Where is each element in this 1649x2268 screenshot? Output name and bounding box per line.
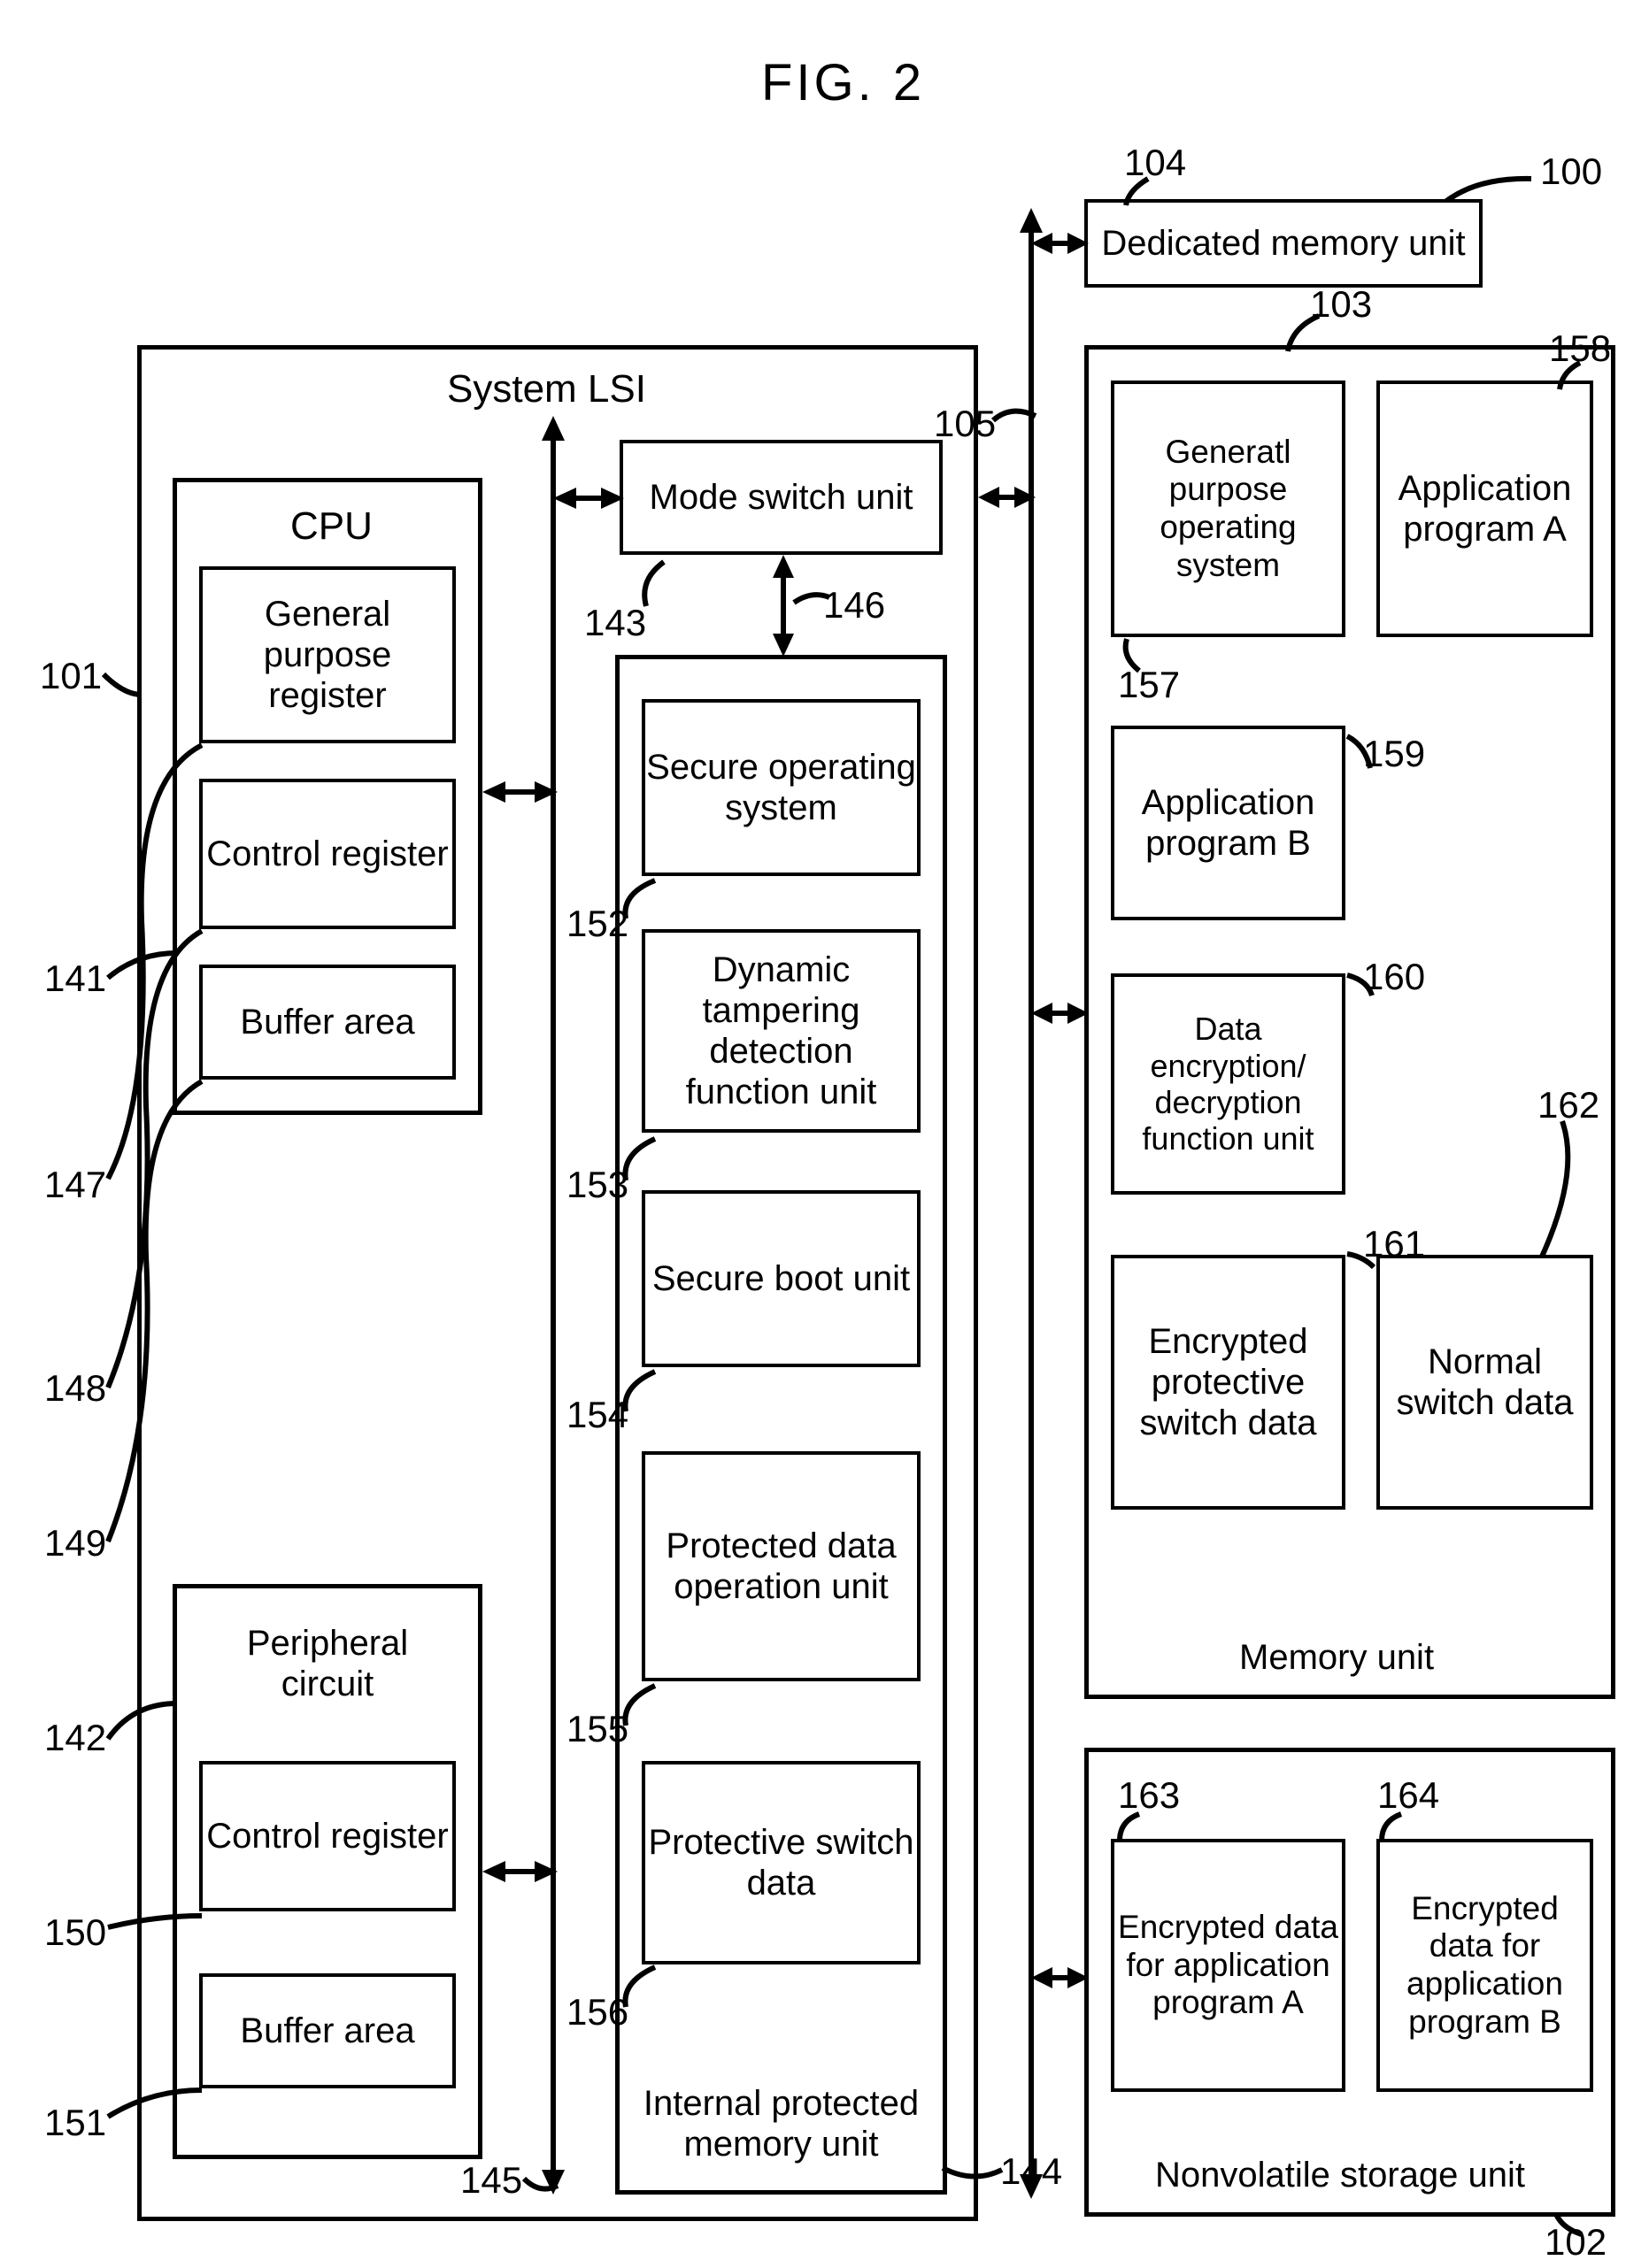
system-lsi-title: System LSI xyxy=(447,367,646,412)
mem-bus-arrow xyxy=(1031,1000,1089,1026)
ref-145-lead xyxy=(522,2168,566,2203)
ref-153-lead xyxy=(620,1134,659,1183)
ref-164: 164 xyxy=(1377,1774,1439,1817)
nv-encb-label: Encrypted data for application program B xyxy=(1380,1890,1590,2041)
ref-162-lead xyxy=(1540,1119,1584,1261)
dedicated-bus-arrow xyxy=(1031,230,1089,257)
ref-159-lead xyxy=(1345,734,1376,770)
ref-101-lead xyxy=(102,664,155,699)
memory-unit-title: Memory unit xyxy=(1239,1637,1434,1678)
ref-160-lead xyxy=(1345,973,1376,1000)
ref-146: 146 xyxy=(823,584,885,627)
ipm-tamper: Dynamic tampering detection function uni… xyxy=(642,929,921,1133)
diagram-canvas: FIG. 2 100 System LSI 101 145 141 CPU Ge… xyxy=(0,0,1649,2268)
cpu-title: CPU xyxy=(290,504,373,550)
cpu-buf-label: Buffer area xyxy=(240,1002,414,1042)
ref-105-lead xyxy=(991,403,1040,429)
mem-appa-label: Application program A xyxy=(1380,468,1590,550)
ref-142: 142 xyxy=(44,1717,106,1759)
ipm-protdata: Protected data operation unit xyxy=(642,1451,921,1681)
nv-title: Nonvolatile storage unit xyxy=(1155,2155,1525,2195)
ref-151: 151 xyxy=(44,2102,106,2144)
cpu-gpr: General purpose register xyxy=(199,566,456,743)
ref-150-lead xyxy=(106,1911,208,1938)
ref-158-lead xyxy=(1558,361,1593,392)
ipm-title-text: Internal protected memory unit xyxy=(643,2083,919,2164)
mem-enc: Data encryption/ decryption function uni… xyxy=(1111,973,1345,1195)
figure-title: FIG. 2 xyxy=(761,53,925,112)
ref-155-lead xyxy=(620,1681,659,1727)
ref-104-lead xyxy=(1124,177,1160,208)
ref-144: 144 xyxy=(1000,2150,1062,2193)
ipm-protswitch: Protective switch data xyxy=(642,1761,921,1964)
mem-gpos: Generatl purpose operating system xyxy=(1111,381,1345,637)
ipm-tamper-label: Dynamic tampering detection function uni… xyxy=(645,949,917,1112)
mem-normal: Normal switch data xyxy=(1376,1255,1593,1510)
mem-appb: Application program B xyxy=(1111,726,1345,920)
ref-105: 105 xyxy=(934,403,996,445)
periph-title: Peripheral circuit xyxy=(173,1611,482,1717)
cpu-ctrl-label: Control register xyxy=(206,834,448,874)
bus-105 xyxy=(1018,208,1044,2199)
ref-145: 145 xyxy=(460,2159,522,2202)
ref-161-lead xyxy=(1345,1252,1376,1270)
ref-151-lead xyxy=(106,2088,208,2124)
ref-102-lead xyxy=(1553,2212,1589,2239)
ref-149-lead xyxy=(106,1080,208,1544)
ref-143-lead xyxy=(637,557,673,611)
mem-enc-label: Data encryption/ decryption function uni… xyxy=(1114,1011,1342,1157)
nv-enca: Encrypted data for application program A xyxy=(1111,1839,1345,2092)
ref-156-lead xyxy=(620,1963,659,2009)
ref-147: 147 xyxy=(44,1164,106,1206)
ref-142-lead xyxy=(106,1699,181,1752)
ref-100: 100 xyxy=(1540,150,1602,193)
mem-normal-label: Normal switch data xyxy=(1380,1342,1590,1423)
ref-148: 148 xyxy=(44,1367,106,1410)
ipm-secboot: Secure boot unit xyxy=(642,1190,921,1367)
periph-ctrl-label: Control register xyxy=(206,1816,448,1857)
ipm-title: Internal protected memory unit xyxy=(615,2071,947,2177)
nv-encb: Encrypted data for application program B xyxy=(1376,1839,1593,2092)
ref-144-lead xyxy=(938,2159,1005,2186)
lsi-ext-arrow xyxy=(978,484,1036,511)
ref-101: 101 xyxy=(40,655,102,697)
ipm-secboot-label: Secure boot unit xyxy=(652,1258,910,1299)
cpu-gpr-label: General purpose register xyxy=(203,594,452,716)
nv-enca-label: Encrypted data for application program A xyxy=(1114,1909,1342,2022)
mem-appa: Application program A xyxy=(1376,381,1593,637)
ipm-secos: Secure operating system xyxy=(642,699,921,876)
mem-encprot: Encrypted protective switch data xyxy=(1111,1255,1345,1510)
ipm-protdata-label: Protected data operation unit xyxy=(645,1526,917,1607)
periph-title-text: Peripheral circuit xyxy=(247,1623,408,1704)
ref-164-lead xyxy=(1379,1812,1410,1843)
mode-switch-box: Mode switch unit xyxy=(620,440,943,555)
ref-146-lead xyxy=(792,588,832,615)
dedicated-mem-label: Dedicated memory unit xyxy=(1101,223,1465,264)
ref-152-lead xyxy=(620,876,659,920)
mem-gpos-label: Generatl purpose operating system xyxy=(1114,434,1342,584)
ref-150: 150 xyxy=(44,1911,106,1954)
ref-154-lead xyxy=(620,1367,659,1413)
ipm-secos-label: Secure operating system xyxy=(645,747,917,828)
periph-buf: Buffer area xyxy=(199,1973,456,2088)
ref-103-lead xyxy=(1283,314,1323,354)
periph-buf-label: Buffer area xyxy=(240,2010,414,2051)
mem-appb-label: Application program B xyxy=(1114,782,1342,864)
ref-141: 141 xyxy=(44,957,106,1000)
ipm-protswitch-label: Protective switch data xyxy=(645,1822,917,1903)
mem-encprot-label: Encrypted protective switch data xyxy=(1114,1321,1342,1443)
cpu-buf: Buffer area xyxy=(199,965,456,1080)
ref-157-lead xyxy=(1120,637,1155,673)
nv-bus-arrow xyxy=(1031,1964,1089,1991)
mode-switch-label: Mode switch unit xyxy=(650,477,913,518)
dedicated-mem-box: Dedicated memory unit xyxy=(1084,199,1483,288)
ref-163-lead xyxy=(1117,1812,1148,1843)
ref-149: 149 xyxy=(44,1522,106,1565)
ref-163: 163 xyxy=(1118,1774,1180,1817)
periph-ctrl: Control register xyxy=(199,1761,456,1911)
cpu-ctrl: Control register xyxy=(199,779,456,929)
